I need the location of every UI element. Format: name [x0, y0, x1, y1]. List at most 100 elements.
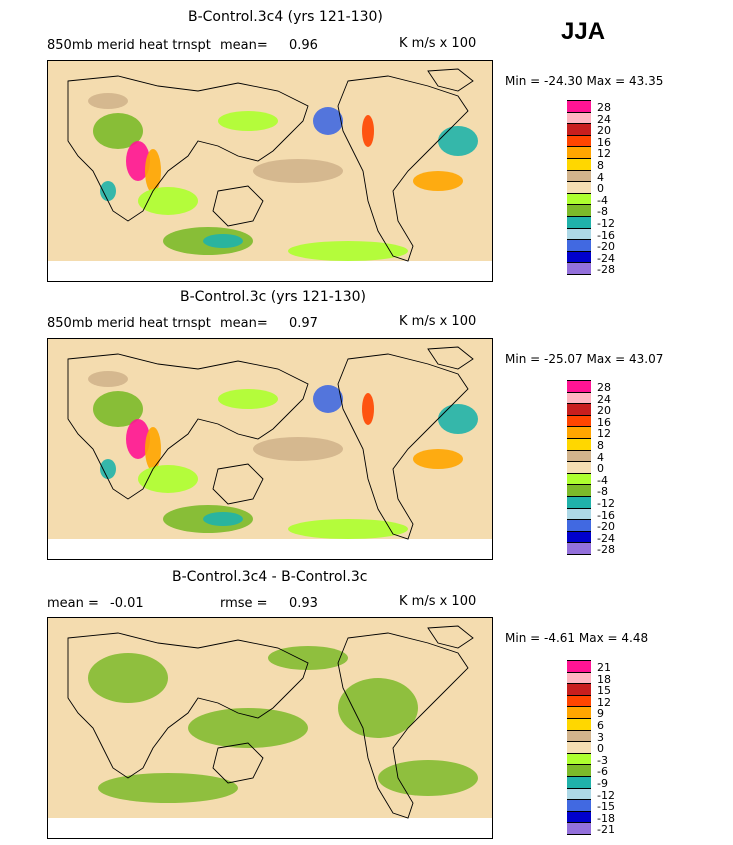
colorbar-swatch — [567, 729, 591, 742]
colorbar-swatch — [567, 484, 591, 497]
colorbar-label: 0 — [597, 182, 604, 196]
colorbar-label: -28 — [597, 543, 615, 557]
colorbar-swatch — [567, 822, 591, 835]
colorbar-label: 28 — [597, 381, 611, 394]
colorbar-swatch — [567, 239, 591, 252]
colorbar-label: -15 — [597, 800, 615, 814]
colorbar-label: -18 — [597, 811, 615, 825]
season-label: JJA — [561, 18, 606, 45]
colorbar-swatch — [567, 111, 591, 124]
colorbar-label: 6 — [597, 719, 604, 732]
colorbar-label: 16 — [597, 135, 611, 149]
colorbar-swatch — [567, 507, 591, 520]
colorbar-swatch — [567, 472, 591, 485]
colorbar-label: 4 — [597, 450, 604, 464]
colorbar-swatch — [567, 426, 591, 439]
colorbar-label: 16 — [597, 415, 611, 429]
colorbar-swatch — [567, 519, 591, 532]
colorbar-swatch — [567, 683, 591, 696]
colorbar-swatch — [567, 391, 591, 404]
colorbar-swatch — [567, 449, 591, 462]
panel2-mean-value: 0.97 — [289, 316, 318, 331]
colorbar-swatch — [567, 204, 591, 217]
colorbar-label: -20 — [597, 240, 615, 254]
colorbar-label: -24 — [597, 251, 615, 265]
panel1-mean-label: mean= — [220, 38, 268, 53]
colorbar-label: -28 — [597, 263, 615, 277]
colorbar-swatch — [567, 262, 591, 275]
panel3-mean-value: -0.01 — [110, 596, 144, 611]
colorbar-swatch — [567, 146, 591, 159]
colorbar-swatch — [567, 542, 591, 555]
colorbar-swatch — [567, 403, 591, 416]
colorbar-swatch — [567, 764, 591, 777]
panel2-units: K m/s x 100 — [399, 314, 477, 329]
colorbar-label: 0 — [597, 742, 604, 756]
colorbar-swatch — [567, 461, 591, 474]
colorbar-label: 20 — [597, 404, 611, 418]
panel2-title: B-Control.3c (yrs 121-130) — [180, 289, 366, 305]
colorbar-label: 8 — [597, 439, 604, 452]
colorbar-label: 15 — [597, 684, 611, 698]
colorbar-label: 3 — [597, 730, 604, 744]
panel1-map — [47, 60, 493, 282]
colorbar-label: -12 — [597, 788, 615, 802]
colorbar-label: -9 — [597, 777, 608, 790]
panel2-minmax: Min = -25.07 Max = 43.07 — [505, 352, 664, 366]
colorbar-swatch — [567, 438, 591, 450]
colorbar-swatch — [567, 706, 591, 719]
panel1-title: B-Control.3c4 (yrs 121-130) — [188, 9, 383, 25]
colorbar-label: -6 — [597, 765, 608, 779]
colorbar-swatch — [567, 158, 591, 170]
colorbar-label: 8 — [597, 159, 604, 172]
colorbar-swatch — [567, 380, 591, 392]
colorbar-label: -20 — [597, 520, 615, 534]
colorbar-swatch — [567, 694, 591, 707]
panel3-minmax: Min = -4.61 Max = 4.48 — [505, 631, 649, 645]
colorbar-swatch — [567, 718, 591, 730]
colorbar-label: -4 — [597, 473, 608, 487]
panel3-map — [47, 617, 493, 839]
colorbar-label: 0 — [597, 462, 604, 476]
colorbar-label: 12 — [597, 695, 611, 709]
panel1-units: K m/s x 100 — [399, 36, 477, 51]
panel3-mean-label: mean = — [47, 596, 99, 611]
colorbar-label: 12 — [597, 427, 611, 441]
colorbar-swatch — [567, 530, 591, 543]
colorbar-swatch — [567, 496, 591, 508]
colorbar-swatch — [567, 169, 591, 182]
panel2-map — [47, 338, 493, 560]
panel3-colorbar: 21 18 15 12 9 6 3 0 -3 -6 -9 -12 -15 -18 -21 — [567, 660, 615, 835]
colorbar-swatch — [567, 181, 591, 194]
colorbar-swatch — [567, 123, 591, 136]
panel3-rmse-label: rmse = — [220, 596, 268, 611]
colorbar-swatch — [567, 227, 591, 240]
panel2-colorbar: 28 24 20 16 12 8 4 0 -4 -8 -12 -16 -20 -24 -28 — [567, 380, 615, 555]
colorbar-label: 28 — [597, 101, 611, 114]
colorbar-label: -16 — [597, 508, 615, 522]
colorbar-swatch — [567, 810, 591, 823]
colorbar-label: -21 — [597, 823, 615, 837]
colorbar-swatch — [567, 100, 591, 112]
colorbar-label: -3 — [597, 753, 608, 767]
colorbar-swatch — [567, 216, 591, 228]
colorbar-label: -4 — [597, 193, 608, 207]
colorbar-label: 4 — [597, 170, 604, 184]
colorbar-swatch — [567, 660, 591, 672]
colorbar-swatch — [567, 799, 591, 812]
colorbar-swatch — [567, 752, 591, 765]
colorbar-swatch — [567, 776, 591, 788]
panel3-title: B-Control.3c4 - B-Control.3c — [172, 569, 368, 585]
colorbar-label: -8 — [597, 485, 608, 499]
colorbar-label: 12 — [597, 147, 611, 161]
colorbar-swatch — [567, 250, 591, 263]
colorbar-label: -24 — [597, 531, 615, 545]
colorbar-label: 24 — [597, 392, 611, 406]
colorbar-label: -12 — [597, 217, 615, 230]
panel1-variable: 850mb merid heat trnspt — [47, 38, 211, 53]
colorbar-swatch — [567, 134, 591, 147]
colorbar-swatch — [567, 787, 591, 800]
panel2-variable: 850mb merid heat trnspt — [47, 316, 211, 331]
panel1-minmax: Min = -24.30 Max = 43.35 — [505, 74, 664, 88]
colorbar-swatch — [567, 671, 591, 684]
